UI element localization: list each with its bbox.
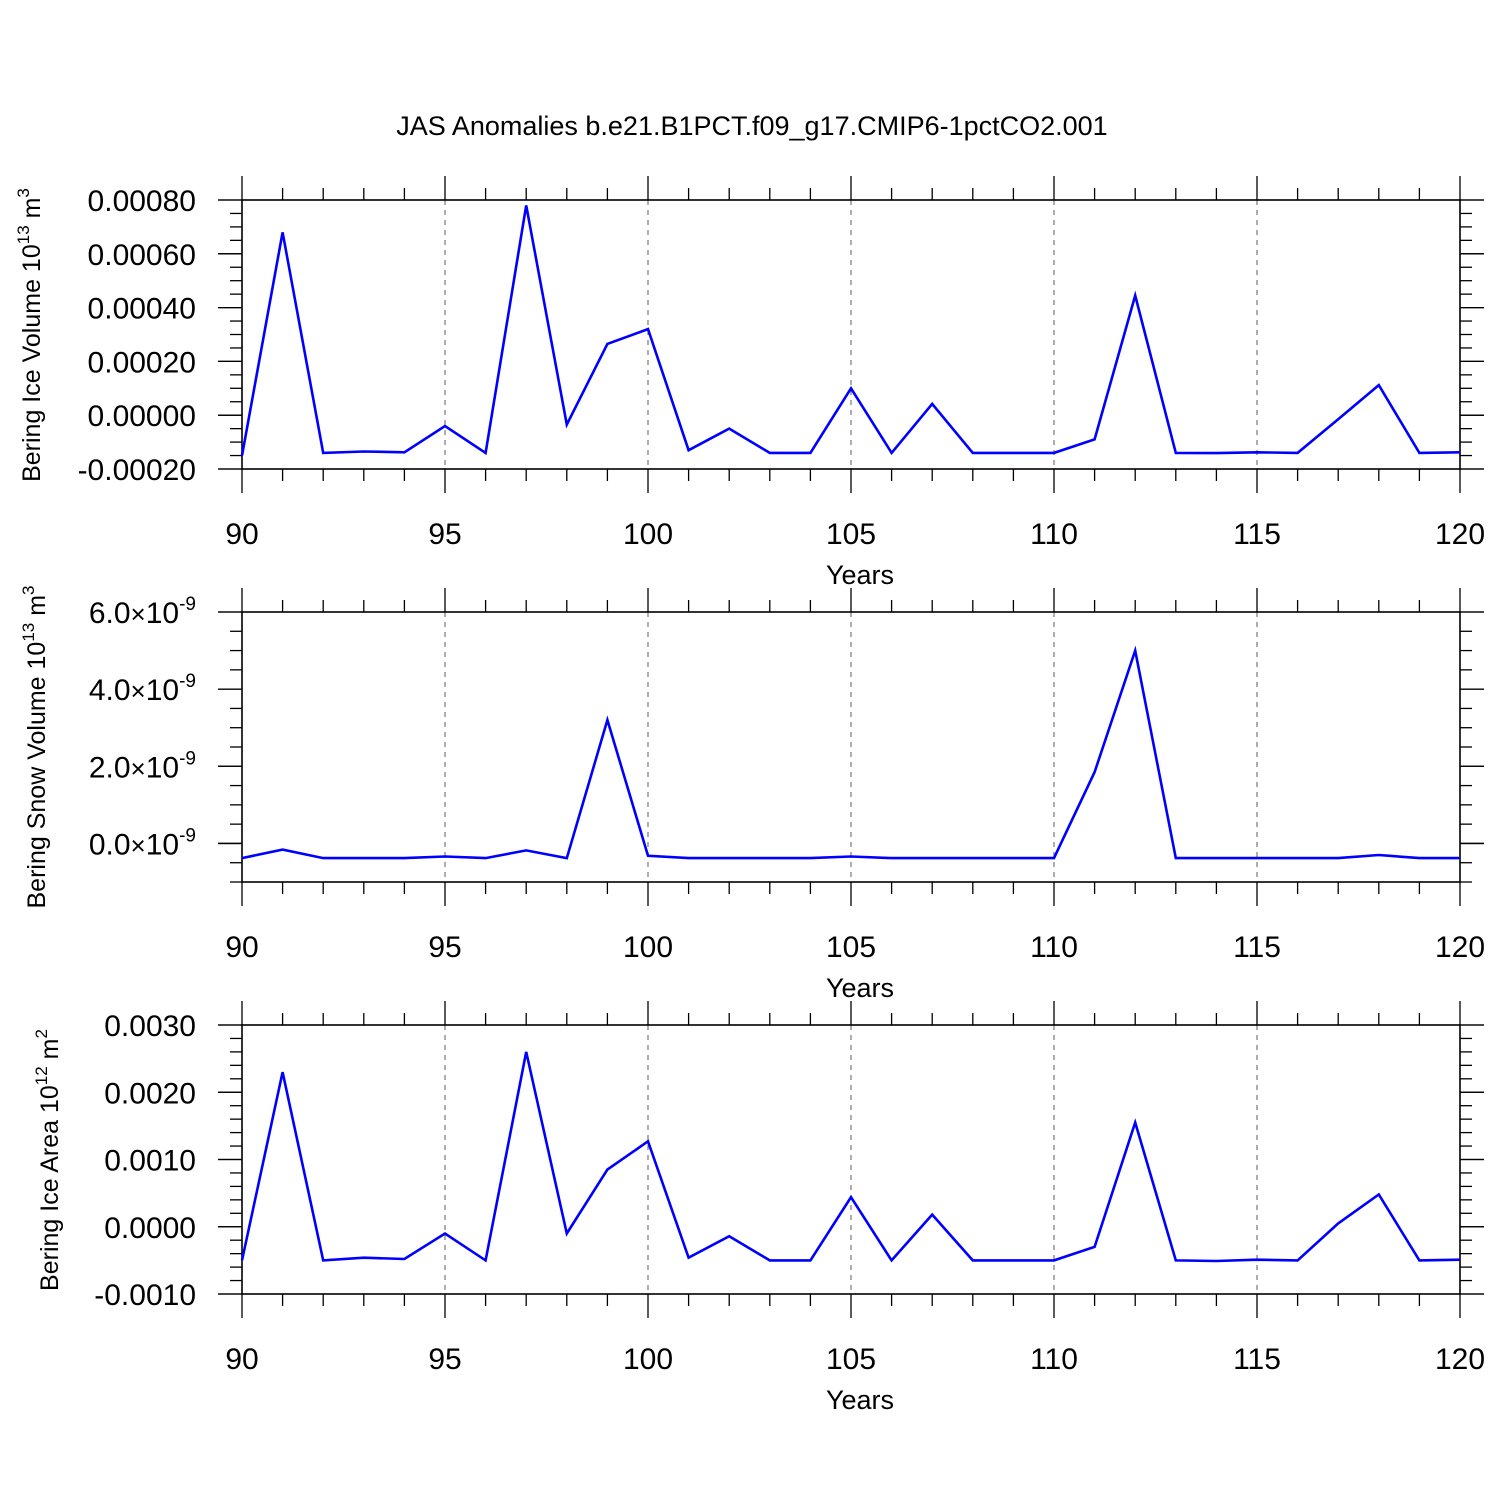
chart-3-x-tick-label: 105 xyxy=(826,1343,876,1376)
chart-1-y-tick-label: 0.00040 xyxy=(88,293,196,326)
chart-title: JAS Anomalies b.e21.B1PCT.f09_g17.CMIP6-… xyxy=(396,111,1107,141)
chart-2-y-tick-label: 2.0×10-9 xyxy=(89,748,196,784)
chart-2-x-tick-label: 90 xyxy=(225,931,258,964)
chart-2-x-tick-label: 100 xyxy=(623,931,673,964)
chart-1-x-axis-label: Years xyxy=(826,560,894,590)
chart-3-y-tick-label: -0.0010 xyxy=(94,1279,196,1312)
panel-snow-volume: 90 95 100 105 110 115 120 0.0×10-9 2.0×10-9 4.0×1… xyxy=(19,585,1485,1003)
chart-2-x-tick-label: 115 xyxy=(1233,931,1281,964)
chart-3-x-tick-label: 90 xyxy=(225,1343,258,1376)
chart-3-x-tick-label: 95 xyxy=(428,1343,461,1376)
chart-3-x-axis-label: Years xyxy=(826,1385,894,1415)
chart-2-x-axis-label: Years xyxy=(826,973,894,1003)
chart-2-y-axis-label: Bering Snow Volume 1013 m3 xyxy=(19,585,51,908)
chart-3-x-tick-label: 100 xyxy=(623,1343,673,1376)
chart-3-y-tick-label: 0.0010 xyxy=(104,1145,196,1178)
chart-1-y-tick-label: 0.00000 xyxy=(88,400,196,433)
chart-1-y-tick-label: 0.00080 xyxy=(88,185,196,218)
chart-1-series-line xyxy=(240,205,1461,456)
chart-3-y-tick-label: 0.0000 xyxy=(104,1212,196,1245)
chart-3-x-tick-label: 120 xyxy=(1435,1343,1485,1376)
chart-1-x-tick-label: 110 xyxy=(1030,518,1078,551)
chart-2-x-tick-label: 105 xyxy=(826,931,876,964)
chart-3-x-tick-label: 110 xyxy=(1030,1343,1078,1376)
chart-2-y-tick-label: 4.0×10-9 xyxy=(89,671,196,707)
panel-ice-volume: 90 95 100 105 110 115 120 -0.00020 0.00000 0.0002… xyxy=(14,176,1485,590)
chart-3-y-axis-label: Bering Ice Area 1012 m2 xyxy=(32,1029,64,1291)
chart-1-x-tick-label: 105 xyxy=(826,518,876,551)
chart-1-y-axis-label: Bering Ice Volume 1013 m3 xyxy=(14,188,46,482)
chart-3-x-tick-label: 115 xyxy=(1233,1343,1281,1376)
chart-3-y-tick-label: 0.0030 xyxy=(104,1010,196,1043)
chart-1-x-tick-label: 90 xyxy=(225,518,258,551)
chart-2-y-tick-label: 0.0×10-9 xyxy=(89,825,196,861)
chart-1-x-tick-label: 120 xyxy=(1435,518,1485,551)
chart-2-x-tick-label: 95 xyxy=(428,931,461,964)
chart-1-y-tick-label: -0.00020 xyxy=(78,454,196,487)
panel-ice-area: 90 95 100 105 110 115 120 -0.0010 0.0000 0.0010 0.… xyxy=(32,1001,1485,1415)
chart-3-series-line xyxy=(240,1051,1461,1263)
chart-1-y-tick-label: 0.00060 xyxy=(88,239,196,272)
chart-1-x-tick-label: 95 xyxy=(428,518,461,551)
chart-2-y-tick-label: 6.0×10-9 xyxy=(89,594,196,630)
chart-2-series-line xyxy=(241,645,1460,860)
chart-1-y-tick-label: 0.00020 xyxy=(88,346,196,379)
chart-2-x-tick-label: 120 xyxy=(1435,931,1485,964)
chart-1-x-tick-label: 115 xyxy=(1233,518,1281,551)
chart-1-x-tick-label: 100 xyxy=(623,518,673,551)
chart-3-y-tick-label: 0.0020 xyxy=(104,1077,196,1110)
chart-2-x-tick-label: 110 xyxy=(1030,931,1078,964)
